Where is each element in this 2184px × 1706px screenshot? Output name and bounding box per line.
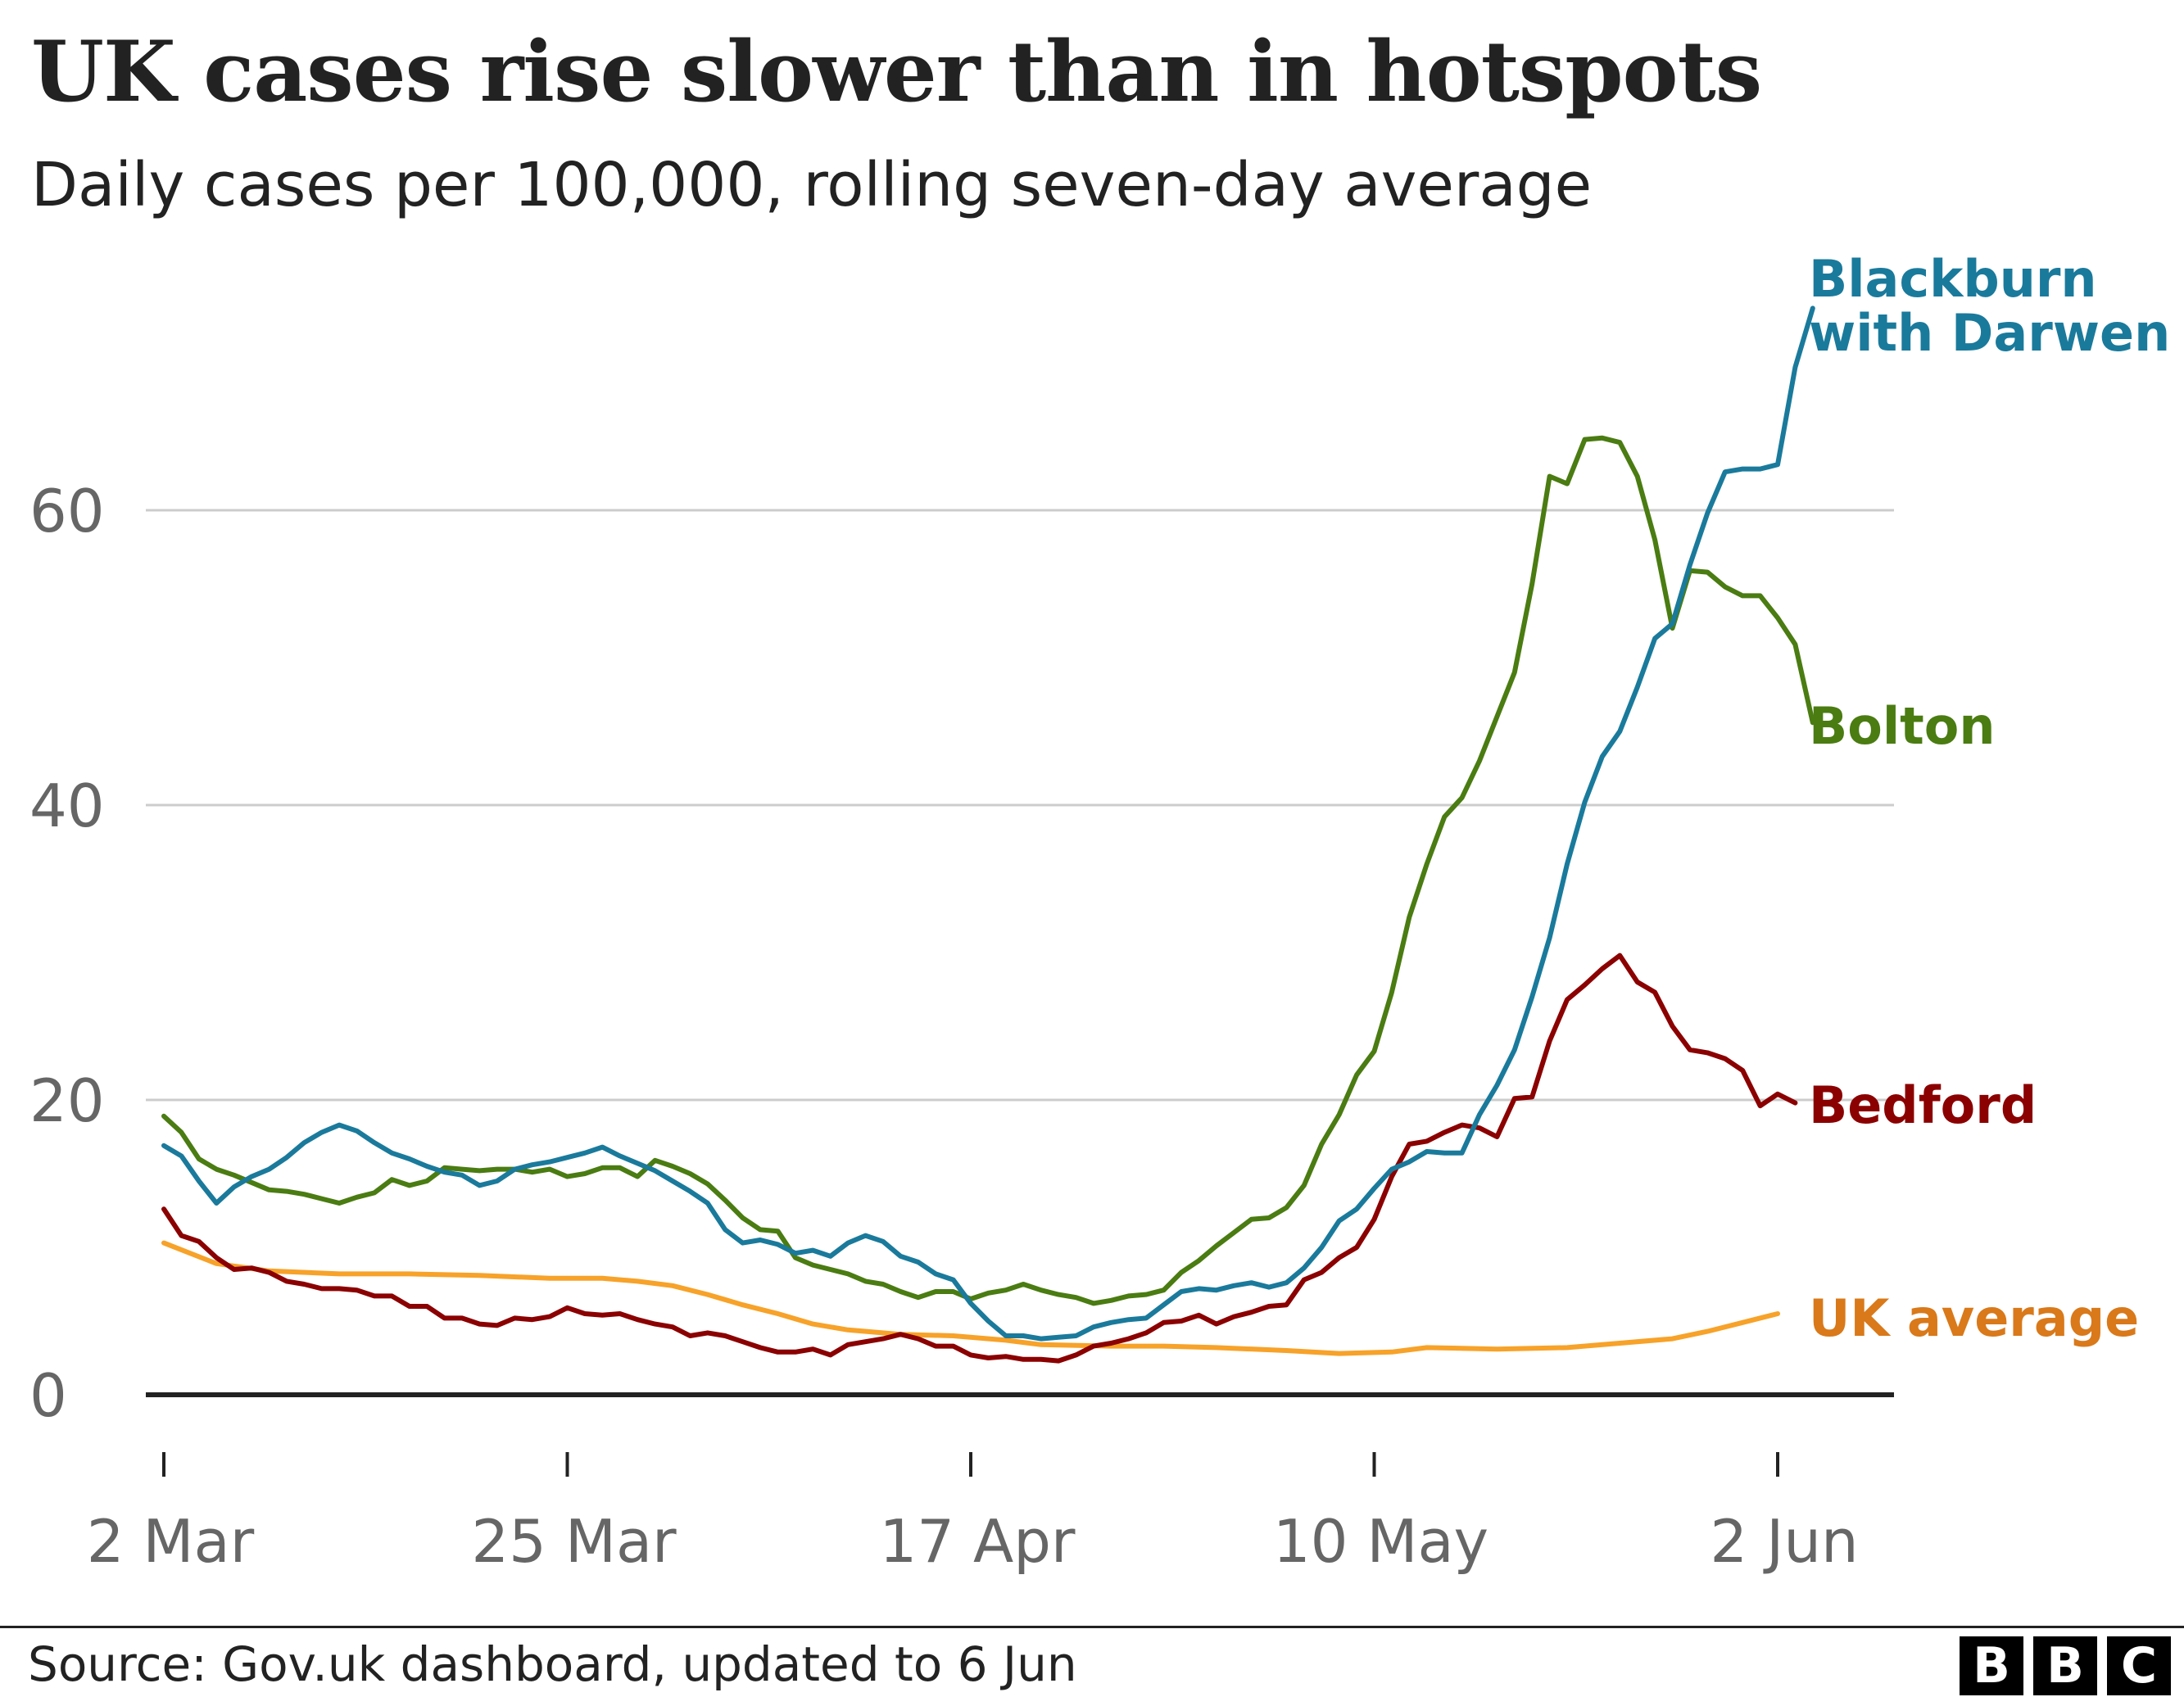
x-tick-label-10-may: 10 May <box>1273 1507 1488 1576</box>
axes: 0 20 40 60 2 Mar 25 Mar 17 Apr 10 May 2 Jun <box>29 477 1894 1576</box>
logo-letter-b1: B <box>1960 1636 2023 1695</box>
x-tick-label-2-mar: 2 Mar <box>87 1507 255 1576</box>
y-tick-label-20: 20 <box>29 1066 105 1135</box>
series-label-bolton: Bolton <box>1809 696 1995 756</box>
series-line-blackburn-with-darwen <box>161 305 1815 1342</box>
series-label-bedford: Bedford <box>1809 1075 2037 1135</box>
x-tick-label-2-jun: 2 Jun <box>1710 1507 1858 1576</box>
y-tick-label-40: 40 <box>29 772 105 840</box>
bbc-logo: B B C <box>1960 1636 2171 1695</box>
series-label-blackburn-with-darwen-1: Blackburn <box>1809 249 2097 309</box>
y-tick-label-60: 60 <box>29 477 105 545</box>
series-line-uk-average <box>161 1240 1780 1356</box>
series-label-blackburn-with-darwen-2: with Darwen <box>1809 303 2170 363</box>
y-tick-label-0: 0 <box>29 1361 67 1430</box>
series-lines <box>161 305 1815 1364</box>
source-note: Source: Gov.uk dashboard, updated to 6 J… <box>28 1636 1077 1692</box>
x-tick-label-17-apr: 17 Apr <box>879 1507 1075 1576</box>
logo-letter-c: C <box>2107 1636 2171 1695</box>
line-chart: 0 20 40 60 2 Mar 25 Mar 17 Apr 10 May 2 Jun UK a… <box>29 249 2170 1576</box>
x-tick-label-25-mar: 25 Mar <box>471 1507 677 1576</box>
series-label-uk-average: UK average <box>1809 1288 2139 1348</box>
footer-divider <box>0 1626 2184 1628</box>
logo-letter-b2: B <box>2033 1636 2097 1695</box>
chart-title: UK cases rise slower than in hotspots <box>31 23 1762 121</box>
series-line-bedford <box>161 953 1798 1364</box>
gridlines <box>146 509 1894 1102</box>
chart-subtitle: Daily cases per 100,000, rolling seven-d… <box>31 150 1593 220</box>
